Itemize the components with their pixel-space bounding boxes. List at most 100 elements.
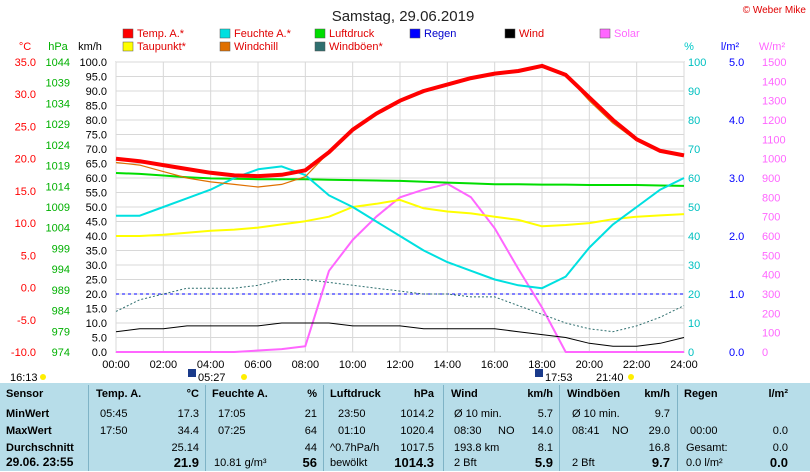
moonrise-icon [40,374,46,380]
pressure-time: 23:50 [338,408,366,420]
solar-tick-label: 1000 [762,154,786,166]
legend-swatch [599,28,611,39]
moonset-label: 17:53 [545,372,573,383]
header-humidity-unit: % [307,388,317,400]
pressure-tick-label: 1044 [46,57,70,69]
stats-row-max: MaxWert 17:50 34.4 07:25 64 01:10 1020.4… [0,423,810,440]
legend-label: Feuchte A.* [234,28,292,40]
header-sensor: Sensor [6,388,44,400]
wind-tick-label: 15.0 [86,304,107,316]
rain-tick-label: 0.0 [729,347,744,359]
pressure-tick-label: 979 [52,326,70,338]
rain-value: 0.0 [769,455,788,470]
solar-tick-label: 600 [762,231,780,243]
humidity-value: 44 [304,442,317,454]
x-tick-label: 10:00 [339,359,367,371]
temp-time: 05:45 [100,408,128,420]
sunrise-label: 05:27 [198,372,226,383]
sun-markers: 16:13 05:27 17:53 21:40 [10,369,634,383]
legend-swatch [219,41,231,52]
legend-swatch [122,41,134,52]
wind-tick-label: 35.0 [86,246,107,258]
pressure-tick-label: 1019 [46,161,70,173]
gust-value: 9.7 [654,408,670,420]
stats-row-min: MinWert 05:45 17.3 17:05 21 23:50 1014.2… [0,406,810,423]
wind-tick-label: 60.0 [86,173,107,185]
wind-tick-label: 100.0 [79,57,107,69]
humidity-value: 56 [302,455,317,470]
legend-label: Taupunkt* [137,41,187,53]
series-line-feuchtea [116,165,685,290]
wind-tick-label: 30.0 [86,260,107,272]
rain-label: Gesamt: [686,442,728,454]
gust-direction: NO [612,425,629,437]
pressure-value: 1014.2 [400,408,434,420]
solar-tick-label: 100 [762,328,780,340]
stats-row-current: 29.06. 23:55 21.9 10.81 g/m³ 56 bewölkt … [0,455,810,472]
humidity-tick-label: 20 [688,289,700,301]
header-temp-unit: °C [186,388,199,400]
humidity-time: 07:25 [218,425,246,437]
legend-swatch [314,28,326,39]
wind-tick-label: 75.0 [86,130,107,142]
wind-label: 08:30 [454,425,482,437]
header-rain: Regen [684,388,718,400]
wind-tick-label: 0.0 [92,347,107,359]
weather-chart: Samstag, 29.06.2019 © Weber Mike Temp. A… [10,5,807,383]
rain-tick-label: 1.0 [729,289,744,301]
pressure-trend: ^0.7hPa/h [330,442,380,454]
gust-bft: 2 Bft [572,457,595,469]
rain-value: 0.0 [772,425,788,437]
wind-direction: NO [498,425,515,437]
legend-label: Solar [614,28,640,40]
moonrise-label: 16:13 [10,372,38,383]
solar-tick-label: 400 [762,270,780,282]
rain-value: 0.0 [772,442,788,454]
temp-tick-label: -10.0 [11,347,36,359]
pressure-tick-label: 984 [52,306,70,318]
wind-tick-label: 80.0 [86,115,107,127]
wind-unit-label: km/h [78,41,102,53]
sunset-label: 21:40 [596,372,624,383]
temp-value: 34.4 [177,425,199,437]
rain-tick-label: 5.0 [729,57,744,69]
humidity-tick-label: 100 [688,57,706,69]
temp-tick-label: 35.0 [15,57,36,69]
rain-unit-label: l/m² [721,41,740,53]
x-tick-label: 04:00 [197,359,225,371]
pressure-tick-label: 1009 [46,202,70,214]
temp-value: 21.9 [173,455,199,470]
rain-tick-label: 4.0 [729,115,744,127]
gust-value: 9.7 [651,455,670,470]
legend-label: Luftdruck [329,28,375,40]
header-gust: Windböen [567,388,621,400]
legend-label: Regen [424,28,456,40]
humidity-tick-label: 30 [688,260,700,272]
credit-label: © Weber Mike [743,5,807,16]
row-label: 29.06. 23:55 [6,455,74,469]
solar-tick-label: 200 [762,308,780,320]
header-rain-unit: l/m² [768,388,788,400]
temp-tick-label: 5.0 [21,250,36,262]
wind-value: 14.0 [531,425,553,437]
wind-value: 8.1 [537,442,553,454]
humidity-tick-label: 80 [688,115,700,127]
abs-humidity: 10.81 g/m³ [214,457,267,469]
x-tick-label: 12:00 [386,359,414,371]
column-separator [323,385,324,471]
x-tick-label: 08:00 [292,359,320,371]
gust-label: 08:41 [572,425,600,437]
solar-tick-label: 500 [762,250,780,262]
header-pressure-unit: hPa [413,388,434,400]
wind-distance: 193.8 km [454,442,500,454]
temp-tick-label: 10.0 [15,218,36,230]
series-line-windben [115,279,685,333]
wind-tick-label: 50.0 [86,202,107,214]
moonset-icon [535,369,543,377]
wind-tick-label: 40.0 [86,231,107,243]
column-separator [443,385,444,471]
legend-swatch [122,28,134,39]
temp-value: 25.14 [171,442,199,454]
legend-swatch [219,28,231,39]
chart-title: Samstag, 29.06.2019 [332,8,475,25]
